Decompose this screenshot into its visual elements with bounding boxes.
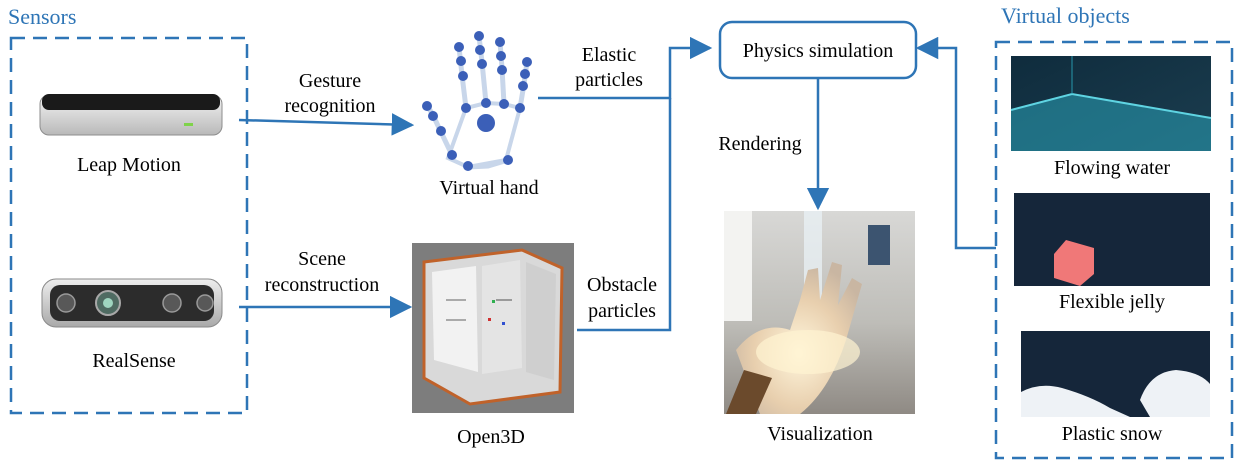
physics-simulation-label: Physics simulation bbox=[743, 40, 894, 62]
plastic-snow-image bbox=[1021, 331, 1210, 417]
leap-motion-label: Leap Motion bbox=[77, 154, 181, 176]
open3d-label: Open3D bbox=[457, 426, 525, 448]
virtual-object-label-jelly: Flexible jelly bbox=[1059, 291, 1165, 313]
realsense-label: RealSense bbox=[92, 350, 175, 372]
virtual-object-label-water: Flowing water bbox=[1054, 157, 1170, 179]
flexible-jelly-image bbox=[1014, 193, 1210, 286]
virtual-hand-joints bbox=[422, 31, 532, 171]
visualization-label: Visualization bbox=[767, 423, 872, 445]
elastic-arrow bbox=[538, 36, 713, 100]
leap-motion-device-image bbox=[39, 94, 223, 136]
virtual-object-label-snow: Plastic snow bbox=[1062, 423, 1163, 445]
sensors-group-box bbox=[9, 36, 249, 415]
gesture-label-line1: Gesture bbox=[299, 70, 361, 92]
gesture-arrow bbox=[238, 113, 415, 136]
rendering-label: Rendering bbox=[718, 133, 801, 155]
gesture-label-line2: recognition bbox=[284, 95, 375, 117]
scene-label-line1: Scene bbox=[298, 248, 346, 270]
obstacle-label-line2: particles bbox=[588, 300, 656, 322]
virtual-objects-group-label: Virtual objects bbox=[1001, 3, 1130, 28]
scene-label-line2: reconstruction bbox=[265, 274, 379, 296]
elastic-label-line2: particles bbox=[575, 69, 643, 91]
elastic-label-line1: Elastic bbox=[582, 44, 637, 66]
open3d-reconstruction-image bbox=[412, 243, 574, 413]
obstacle-arrow bbox=[577, 98, 672, 332]
sensors-group-label: Sensors bbox=[8, 4, 76, 29]
virtual-hand-label: Virtual hand bbox=[439, 177, 538, 199]
objects-arrow bbox=[915, 36, 996, 250]
flowing-water-image bbox=[1010, 56, 1212, 151]
visualization-image bbox=[724, 211, 915, 414]
virtual-hand-image bbox=[424, 35, 530, 170]
virtual-objects-group-box bbox=[994, 40, 1234, 460]
realsense-device-image bbox=[41, 278, 223, 328]
obstacle-label-line1: Obstacle bbox=[587, 274, 657, 296]
